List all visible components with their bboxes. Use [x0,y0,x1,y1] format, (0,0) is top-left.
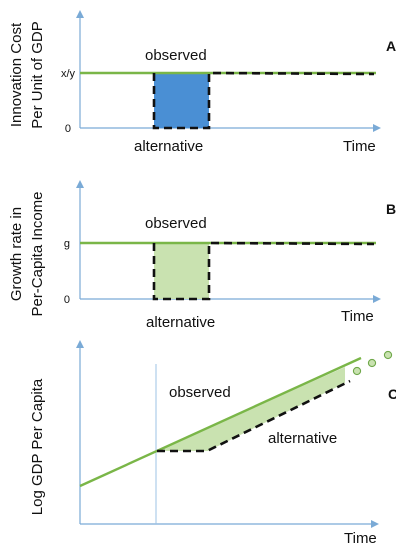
panel-a-letter: A [386,38,396,54]
panel-b-xlabel: Time [341,308,374,325]
panel-c-x-arrow [371,520,379,528]
panel-c-alternative-label: alternative [268,430,337,447]
panel-b-observed-label: observed [145,215,207,232]
panel-c-ylabel: Log GDP Per Capita [29,378,46,515]
panel-b: Growth rate in Per-Capita Income g 0 obs… [8,180,396,331]
panel-b-gap-area [154,243,209,299]
panel-a-y-arrow [76,10,84,18]
panel-c-observed-label: observed [169,384,231,401]
panel-b-ylabel-line2: Per-Capita Income [29,191,46,316]
panel-a-alternative-label: alternative [134,138,203,155]
panel-c-trail-circle-1 [353,367,360,374]
panel-a-gap-area [154,73,209,128]
panel-b-x-arrow [373,295,381,303]
panel-b-ytick-bottom: 0 [64,294,70,306]
panel-c-trail-circle-2 [368,359,375,366]
panel-a-ytick-bottom: 0 [65,123,71,135]
panel-a-xlabel: Time [343,138,376,155]
panel-a-ylabel-line2: Per Unit of GDP [29,21,46,129]
panel-c-trail-circle-3 [384,351,391,358]
panel-a-ylabel-line1: Innovation Cost [8,22,25,127]
panel-b-y-arrow [76,180,84,188]
panel-c: Log GDP Per Capita observed alternative … [29,340,396,546]
panel-b-alternative-label: alternative [146,314,215,331]
panel-c-letter: C [388,386,396,402]
panel-a-observed-label: observed [145,47,207,64]
panel-c-y-arrow [76,340,84,348]
panel-a: Innovation Cost Per Unit of GDP x/y 0 ob… [8,10,396,155]
panel-b-letter: B [386,201,396,217]
panel-a-ytick-top: x/y [61,68,76,80]
panel-b-ylabel-line1: Growth rate in [8,207,25,301]
panel-b-ytick-top: g [64,238,70,250]
panel-a-x-arrow [373,124,381,132]
panel-c-xlabel: Time [344,530,377,546]
panel-c-observed-line [80,358,361,486]
